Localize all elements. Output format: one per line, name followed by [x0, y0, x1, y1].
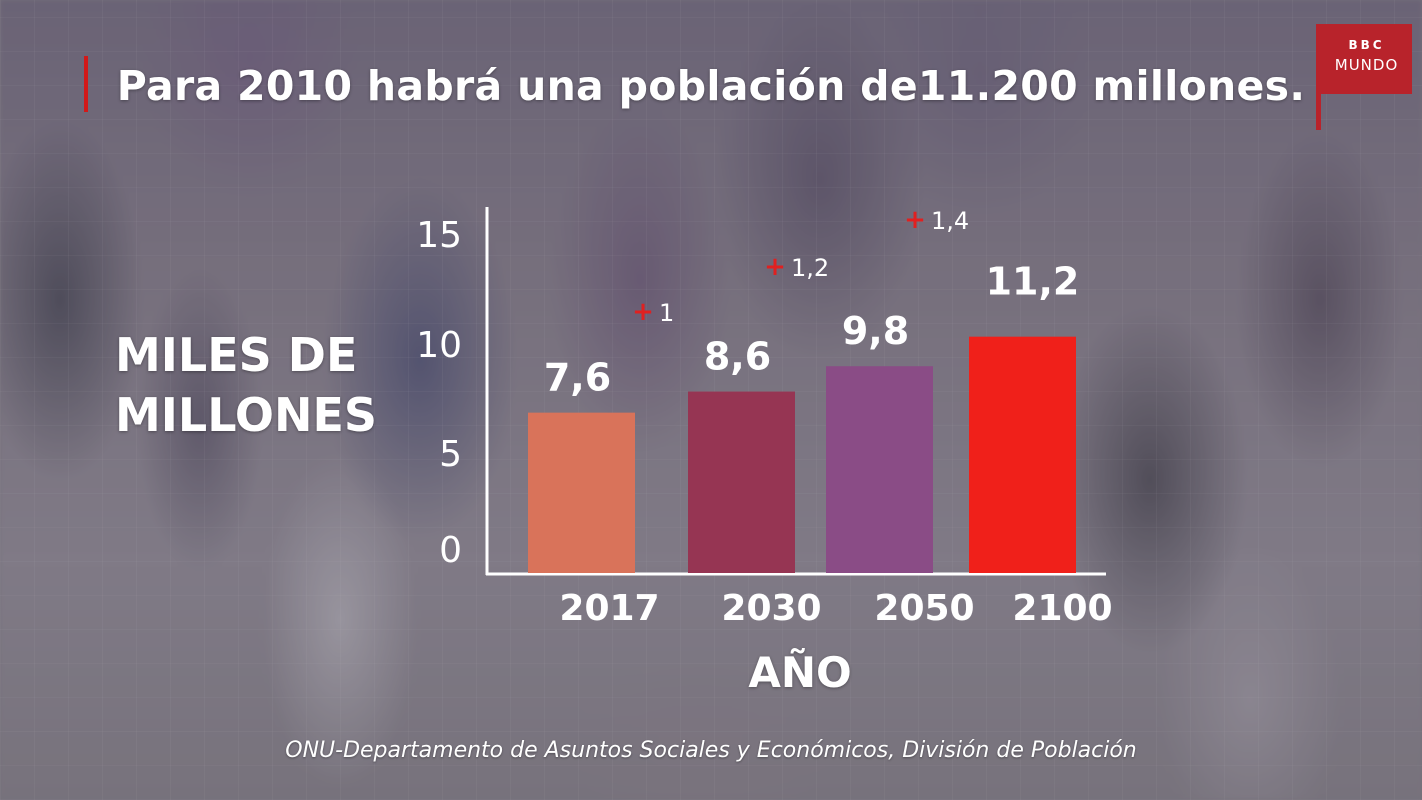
bar-value-label: 11,2: [986, 260, 1080, 304]
y-tick-label: 10: [416, 325, 462, 366]
increment-plus-icon: +: [632, 297, 654, 327]
y-tick-label: 0: [439, 530, 462, 571]
y-tick-label: 5: [439, 434, 462, 475]
bar-2017: [528, 412, 635, 573]
x-axis-title: AÑO: [748, 648, 852, 697]
increment-plus-icon: +: [904, 205, 926, 235]
bar-value-label: 9,8: [842, 309, 909, 353]
category-label: 2017: [559, 588, 659, 629]
source-caption: ONU-Departamento de Asuntos Sociales y E…: [285, 738, 1137, 763]
y-tick-label: 15: [416, 215, 462, 256]
category-label: 2030: [721, 588, 821, 629]
increment-label: 1,4: [931, 207, 969, 235]
increment-plus-icon: +: [764, 252, 786, 282]
increment-label: 1,2: [791, 254, 829, 282]
bar-2030: [688, 391, 795, 573]
increment-label: 1: [659, 299, 674, 327]
bar-value-label: 7,6: [544, 356, 611, 400]
bar-value-label: 8,6: [704, 335, 771, 379]
logo-bbc-text: BBC: [1348, 38, 1385, 52]
bbc-mundo-logo: BBC MUNDO: [1321, 24, 1412, 94]
category-label: 2100: [1012, 588, 1112, 629]
headline: Para 2010 habrá una población de11.200 m…: [116, 62, 1306, 110]
bar-2100: [969, 336, 1076, 573]
category-label: 2050: [874, 588, 974, 629]
logo-flag-pole: [1316, 24, 1321, 130]
logo-mundo-text: MUNDO: [1334, 56, 1399, 74]
bar-2050: [826, 366, 933, 573]
y-axis-title: MILES DE MILLONES: [115, 328, 378, 442]
accent-bar: [84, 56, 88, 112]
